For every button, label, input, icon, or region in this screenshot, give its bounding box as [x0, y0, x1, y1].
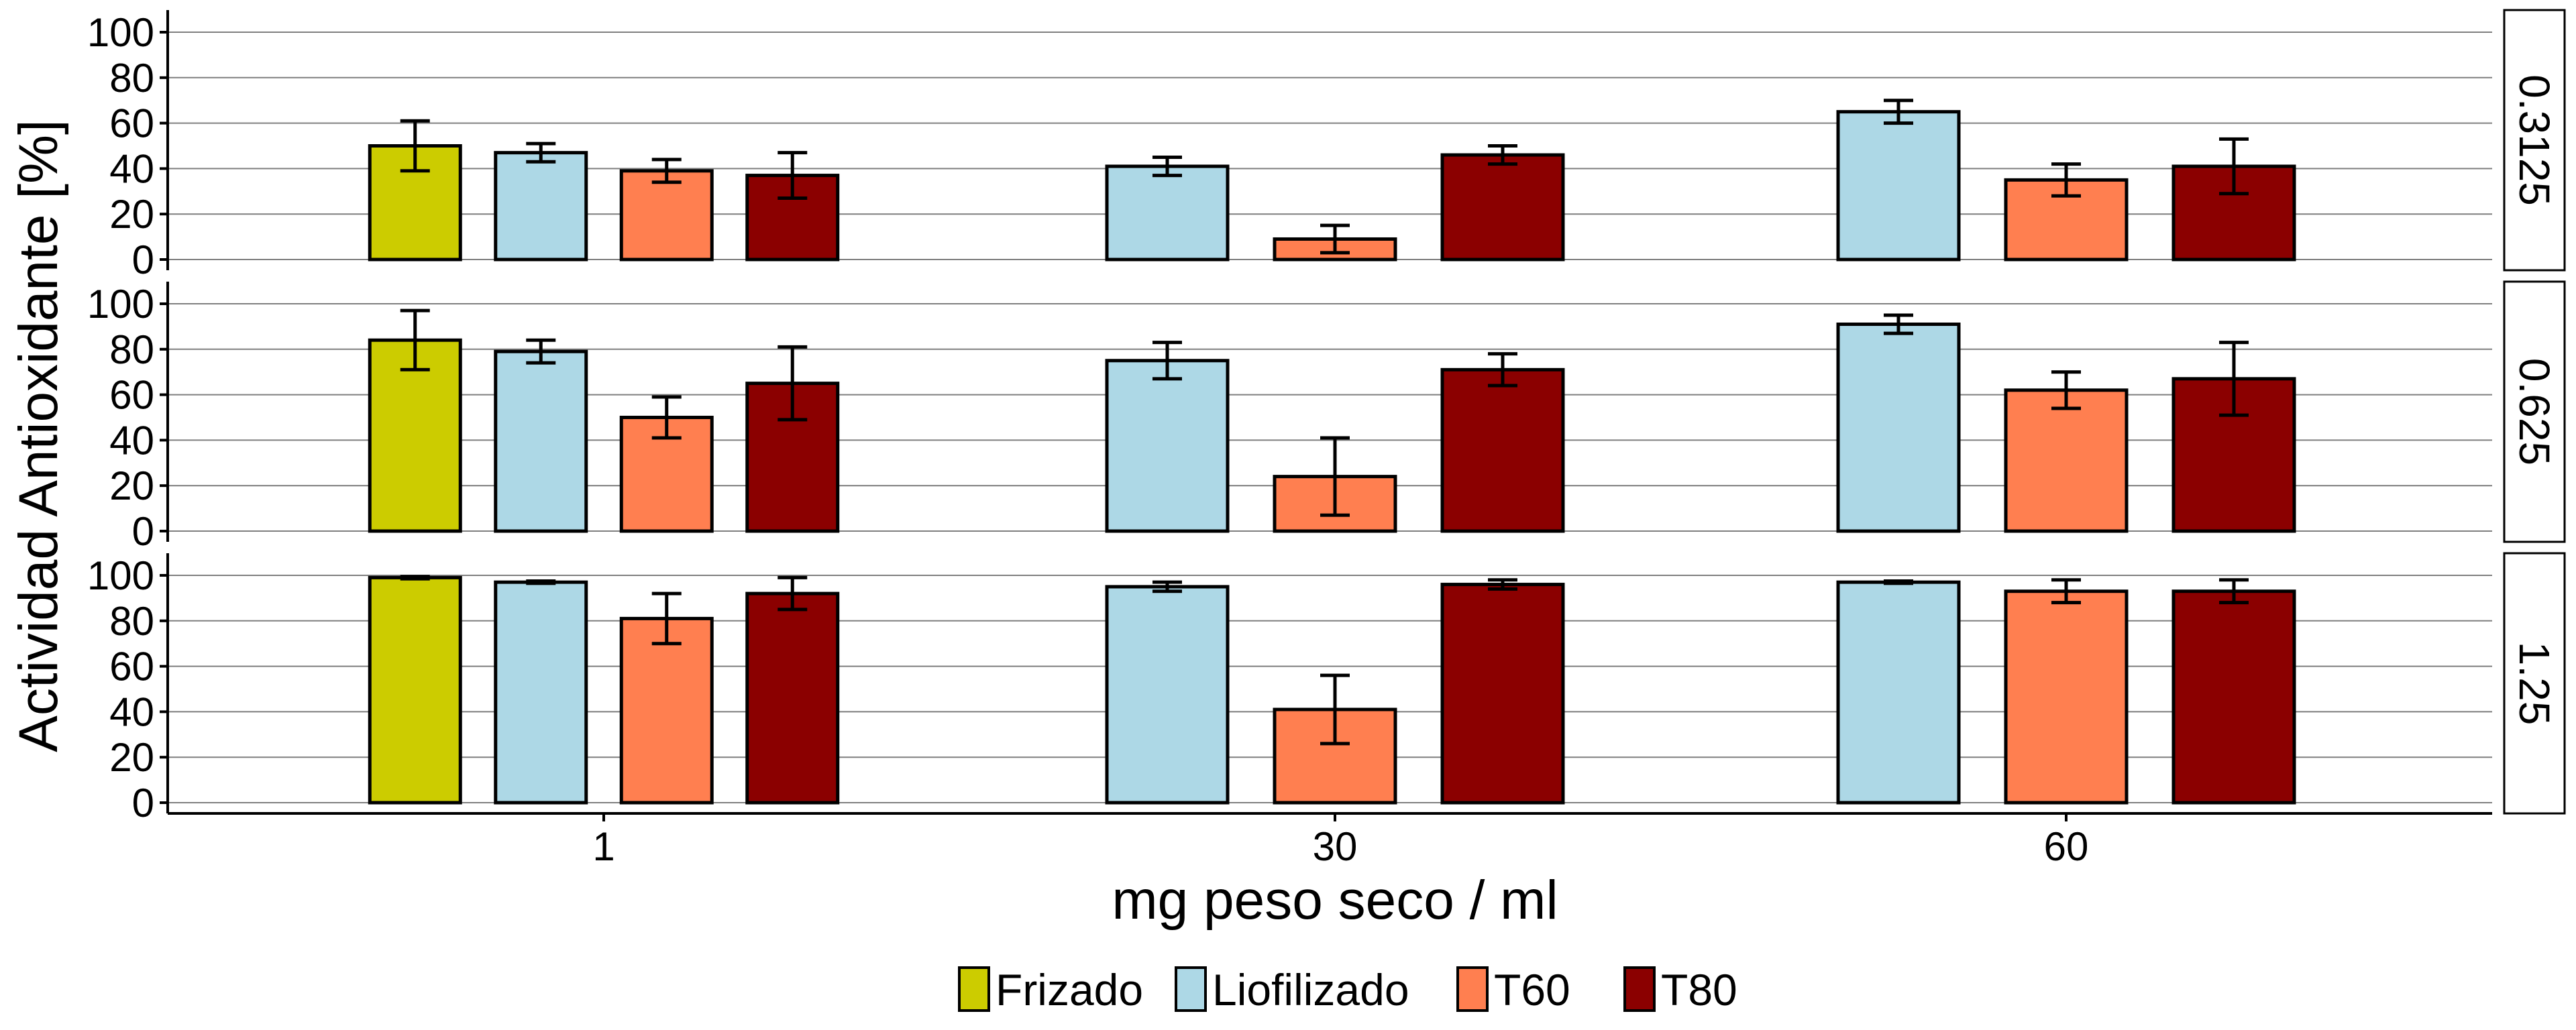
error-bar	[777, 151, 808, 200]
legend-swatch-frizado	[958, 966, 990, 1012]
error-bar	[400, 575, 430, 581]
bar-liofilizado-x1-c0.625	[494, 349, 588, 533]
x-tick-label: 1	[592, 824, 614, 869]
x-tick-label: 30	[1313, 824, 1358, 869]
y-tick-label: 100	[87, 282, 154, 327]
error-bar	[1152, 341, 1182, 381]
error-bar	[1152, 155, 1182, 178]
y-tick-label: 100	[87, 553, 154, 598]
x-tick-label: 60	[2044, 824, 2089, 869]
error-bar	[2051, 578, 2081, 605]
legend-label-frizado: Frizado	[996, 965, 1143, 1015]
bar-frizado-x1-c1.25	[368, 575, 462, 805]
error-bar	[1320, 223, 1350, 255]
legend-label-t80: T80	[1661, 965, 1737, 1015]
error-bar	[651, 591, 682, 646]
error-bar	[1320, 673, 1350, 746]
bar-t80-x1-c1.25	[745, 591, 840, 805]
y-tick-label: 20	[109, 735, 154, 780]
facet-strip	[2503, 9, 2566, 272]
legend-label-t60: T60	[1494, 965, 1570, 1015]
error-bar	[526, 141, 556, 164]
error-bar	[1152, 580, 1182, 593]
bar-liofilizado-x60-c0.625	[1836, 323, 1961, 533]
error-bar	[400, 308, 430, 371]
y-tick-label: 60	[109, 373, 154, 418]
error-bar	[400, 119, 430, 173]
y-tick-label: 80	[109, 56, 154, 101]
y-tick-label: 40	[109, 146, 154, 191]
error-bar	[777, 345, 808, 422]
y-tick-label: 60	[109, 101, 154, 146]
y-tick-label: 20	[109, 463, 154, 508]
bar-t80-x30-c0.625	[1440, 367, 1565, 533]
error-bar	[526, 338, 556, 365]
bar-t60-x1-c0.3125	[619, 169, 714, 262]
bar-t80-x30-c1.25	[1440, 583, 1565, 805]
bar-liofilizado-x30-c0.3125	[1105, 164, 1230, 262]
error-bar	[2051, 370, 2081, 410]
error-bar	[777, 575, 808, 612]
error-bar	[526, 579, 556, 585]
bar-t80-x60-c1.25	[2171, 589, 2296, 805]
error-bar	[1884, 99, 1913, 125]
error-bar	[651, 158, 682, 184]
legend-swatch-t80	[1623, 966, 1656, 1012]
error-bar	[1488, 578, 1517, 591]
facet-strip	[2503, 552, 2566, 815]
error-bar	[1320, 436, 1350, 517]
y-tick-label: 20	[109, 192, 154, 237]
y-tick-label: 0	[132, 237, 154, 282]
y-tick-label: 100	[87, 10, 154, 55]
error-bar	[2219, 578, 2249, 605]
bar-t60-x60-c1.25	[2004, 589, 2129, 805]
bar-liofilizado-x60-c0.3125	[1836, 110, 1961, 262]
bar-liofilizado-x30-c0.625	[1105, 359, 1230, 533]
bar-liofilizado-x1-c1.25	[494, 580, 588, 805]
panels-layer: 0204060801000.31250204060801000.62502040…	[87, 9, 2566, 869]
legend-swatch-t60	[1456, 966, 1489, 1012]
y-tick-label: 0	[132, 509, 154, 554]
bar-t60-x60-c0.625	[2004, 388, 2129, 533]
y-axis-title: Actividad Antioxidante [%]	[8, 119, 69, 752]
facet-strip	[2503, 280, 2566, 543]
error-bar	[1884, 313, 1913, 335]
legend-label-liofilizado: Liofilizado	[1212, 965, 1409, 1015]
bar-liofilizado-x60-c1.25	[1836, 580, 1961, 805]
y-tick-label: 60	[109, 644, 154, 689]
x-axis-title: mg peso seco / ml	[1112, 870, 1558, 931]
y-tick-label: 80	[109, 599, 154, 644]
y-tick-label: 0	[132, 781, 154, 825]
error-bar	[2051, 162, 2081, 198]
y-tick-label: 80	[109, 327, 154, 372]
bar-liofilizado-x1-c0.3125	[494, 151, 588, 262]
legend: Frizado Liofilizado T60 T80	[958, 965, 1737, 1015]
y-tick-label: 40	[109, 418, 154, 463]
facet-strip-label: 0.625	[2510, 358, 2559, 465]
bar-t60-x1-c1.25	[619, 616, 714, 805]
legend-swatch-liofilizado	[1175, 966, 1207, 1012]
facet-strip-label: 0.3125	[2510, 74, 2559, 206]
facet-strip-label: 1.25	[2510, 642, 2559, 726]
bar-liofilizado-x30-c1.25	[1105, 585, 1230, 805]
error-bar	[2219, 341, 2249, 417]
bar-t80-x30-c0.3125	[1440, 153, 1565, 262]
error-bar	[651, 395, 682, 440]
error-bar	[1488, 352, 1517, 388]
error-bar	[2219, 137, 2249, 196]
error-bar	[1488, 144, 1517, 166]
y-tick-label: 40	[109, 689, 154, 734]
error-bar	[1884, 579, 1913, 585]
